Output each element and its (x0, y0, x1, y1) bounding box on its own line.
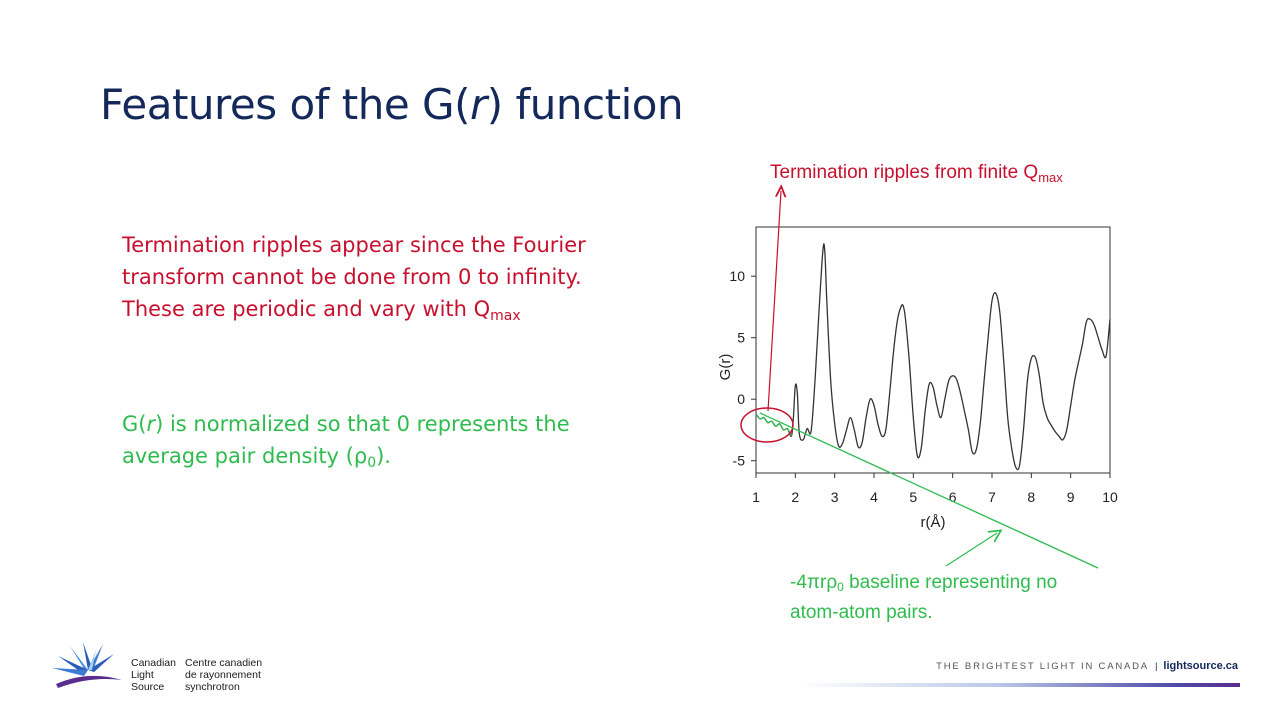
termination-ripples-annotation: Termination ripples from finite Qmax (770, 162, 1063, 185)
x-tick-label: 7 (988, 489, 996, 505)
green-arrow (945, 533, 997, 567)
green-text-line-1: G(r) is normalized so that 0 represents … (122, 412, 570, 436)
org-name-english: Canadian Light Source (131, 657, 176, 693)
slide-title: Features of the G(r) function (100, 80, 684, 129)
x-tick-label: 10 (1102, 489, 1118, 505)
org-name-french: Centre canadien de rayonnement synchrotr… (185, 657, 263, 693)
x-tick-label: 9 (1067, 489, 1075, 505)
footer-gradient-bar (800, 683, 1240, 687)
x-tick-label: 1 (752, 489, 760, 505)
baseline-line (759, 412, 1099, 569)
normalization-text: G(r) is normalized so that 0 represents … (122, 408, 642, 479)
x-axis-label: r(Å) (921, 514, 946, 531)
termination-ripples-text: Termination ripples appear since the Fou… (122, 229, 682, 332)
y-axis: -5 0 5 10 (729, 268, 756, 469)
red-text-line-3: These are periodic and vary with Qmax (122, 297, 521, 324)
red-text-line-2: transform cannot be done from 0 to infin… (122, 265, 582, 289)
y-tick-label: 5 (737, 330, 745, 346)
plot-frame (755, 226, 1111, 474)
y-axis-label: G(r) (717, 354, 734, 381)
y-tick-label: -5 (733, 453, 746, 469)
green-text-line-2: average pair density (ρ0). (122, 444, 391, 471)
baseline-annotation: -4πrρ0 baseline representing no atom-ato… (790, 572, 1058, 623)
red-arrow (767, 191, 781, 412)
canadian-light-source-logo (52, 642, 122, 688)
x-tick-label: 8 (1027, 489, 1035, 505)
logo-burst-icon (52, 642, 122, 688)
y-tick-label: 10 (729, 268, 745, 284)
x-tick-label: 6 (949, 489, 957, 505)
ripple-highlight-line (755, 413, 792, 437)
red-text-line-1: Termination ripples appear since the Fou… (122, 233, 586, 257)
x-axis: 1 2 3 4 5 6 7 8 9 10 (752, 473, 1118, 505)
gr-series-line (755, 243, 1111, 471)
x-tick-label: 4 (870, 489, 878, 505)
website-link[interactable]: lightsource.ca (1163, 660, 1238, 672)
ripple-ellipse (740, 407, 794, 443)
x-tick-label: 5 (909, 489, 917, 505)
x-tick-label: 3 (831, 489, 839, 505)
x-tick-label: 2 (791, 489, 799, 505)
y-tick-label: 0 (737, 391, 745, 407)
footer-tagline: THE BRIGHTEST LIGHT IN CANADA | lightsourc… (936, 660, 1238, 672)
